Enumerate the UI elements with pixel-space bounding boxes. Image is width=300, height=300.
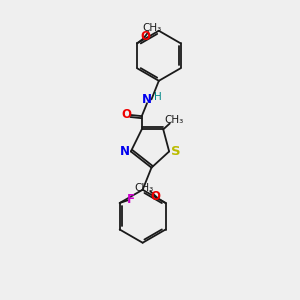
Text: CH₃: CH₃	[164, 115, 183, 125]
Text: CH₃: CH₃	[135, 183, 154, 193]
Text: O: O	[140, 30, 150, 43]
Text: O: O	[122, 108, 131, 121]
Text: F: F	[127, 193, 135, 206]
Text: H: H	[154, 92, 162, 102]
Text: N: N	[120, 145, 130, 158]
Text: CH₃: CH₃	[143, 23, 162, 33]
Text: S: S	[171, 145, 180, 158]
Text: O: O	[150, 190, 160, 203]
Text: N: N	[142, 93, 152, 106]
